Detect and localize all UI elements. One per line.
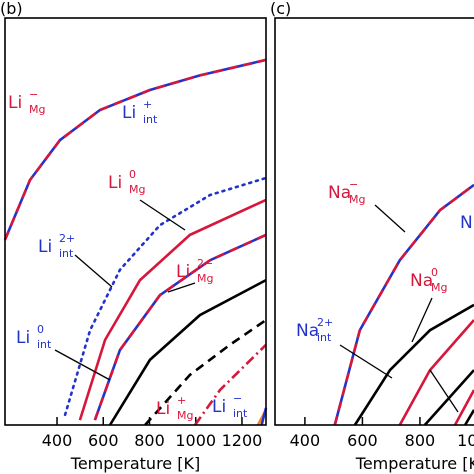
annotation-sup: + xyxy=(143,98,152,111)
annotation-sub: Mg xyxy=(177,409,193,422)
annotation-base: Li xyxy=(38,237,52,257)
annotation-sup: 0 xyxy=(37,323,44,336)
annotation: Naint 2+ xyxy=(296,316,333,344)
annotation: Li int + xyxy=(122,98,158,126)
curve xyxy=(333,183,474,426)
annotation-sub: Mg xyxy=(197,272,213,285)
x-axis-label: Temperature [K] xyxy=(70,454,200,473)
annotation-sup: 2+ xyxy=(317,316,333,329)
x-tick-label: 1000 xyxy=(457,431,474,450)
x-tick-label: 400 xyxy=(290,431,321,450)
annotation: Li int 0 xyxy=(16,323,52,351)
annotation-sub: int xyxy=(59,247,74,260)
annotation-base: Li xyxy=(212,397,226,417)
annotation: N xyxy=(460,213,473,233)
annotation: NaMg 0 xyxy=(410,266,447,294)
annotation-base: Na xyxy=(328,183,351,203)
x-tick-label: 600 xyxy=(347,431,378,450)
annotation-base: Li xyxy=(176,262,190,282)
annotation-sub: Mg xyxy=(129,183,145,196)
leader-line xyxy=(411,297,433,343)
panel-label: (c) xyxy=(270,0,291,18)
annotation-sup: − xyxy=(29,88,38,101)
annotation-sub: Mg xyxy=(431,281,447,294)
curve xyxy=(78,198,267,421)
annotation-base: Na xyxy=(296,321,319,341)
curve xyxy=(453,389,474,426)
annotation-sub: int xyxy=(143,113,158,126)
annotation: Li int 2+ xyxy=(38,232,75,260)
x-tick-label: 800 xyxy=(134,431,165,450)
curve xyxy=(193,343,267,426)
panel-label: (b) xyxy=(0,0,23,18)
annotation-sup: 2− xyxy=(197,257,213,270)
annotation-sup: − xyxy=(233,392,242,405)
curve xyxy=(108,278,267,426)
leader-line xyxy=(429,369,459,413)
annotation: Li int − xyxy=(212,392,248,420)
plot-frame xyxy=(274,17,474,426)
curve xyxy=(144,318,267,426)
curve xyxy=(333,183,474,426)
leader-line xyxy=(74,254,113,288)
leader-line xyxy=(139,199,186,231)
annotation-sup: 0 xyxy=(129,168,136,181)
annotation-base: Na xyxy=(410,271,433,291)
x-tick-label: 800 xyxy=(405,431,436,450)
annotation: Li Mg − xyxy=(8,88,45,116)
x-tick-label: 1200 xyxy=(222,431,263,450)
annotation-sup: + xyxy=(177,394,186,407)
curve xyxy=(93,233,267,421)
annotation-base: Li xyxy=(16,328,30,348)
x-tick-label: 600 xyxy=(88,431,119,450)
annotation-sub: Mg xyxy=(29,103,45,116)
x-axis-label: Temperature [K] xyxy=(355,454,474,473)
annotation-sub: Mg xyxy=(349,193,365,206)
curve xyxy=(3,58,267,241)
x-tick-label: 400 xyxy=(42,431,73,450)
leader-line xyxy=(54,349,111,381)
leader-line xyxy=(167,282,196,293)
annotation: NaMg − xyxy=(328,178,365,206)
annotation-base: Li xyxy=(122,103,136,123)
annotation-base: Li xyxy=(8,93,22,113)
leader-line xyxy=(374,204,406,233)
plot-frame xyxy=(4,17,267,426)
annotation-base: Li xyxy=(108,173,122,193)
annotation: Li Mg 2− xyxy=(176,257,213,285)
panel: (c)4006008001000Temperature [K]NaMg−NNaM… xyxy=(270,0,474,473)
annotation-sub: int xyxy=(37,338,52,351)
curve xyxy=(3,58,267,241)
annotation-sup: 0 xyxy=(431,266,438,279)
annotation-sup: 2+ xyxy=(59,232,75,245)
curve xyxy=(353,303,474,426)
leader-line xyxy=(339,344,393,379)
panel: (b) 400 600 800 1000 1200 Temperature [K] Li Mg −… xyxy=(0,0,268,473)
annotation: Li Mg + xyxy=(156,394,193,422)
annotation-base: N xyxy=(460,213,473,233)
annotation-sup: − xyxy=(349,178,358,191)
curve xyxy=(463,409,474,426)
annotation-base: Li xyxy=(156,399,170,419)
annotation: Li Mg 0 xyxy=(108,168,145,196)
annotation-sub: int xyxy=(317,331,332,344)
annotation-sub: int xyxy=(233,407,248,420)
curve xyxy=(423,369,474,426)
x-tick-label: 1000 xyxy=(175,431,216,450)
